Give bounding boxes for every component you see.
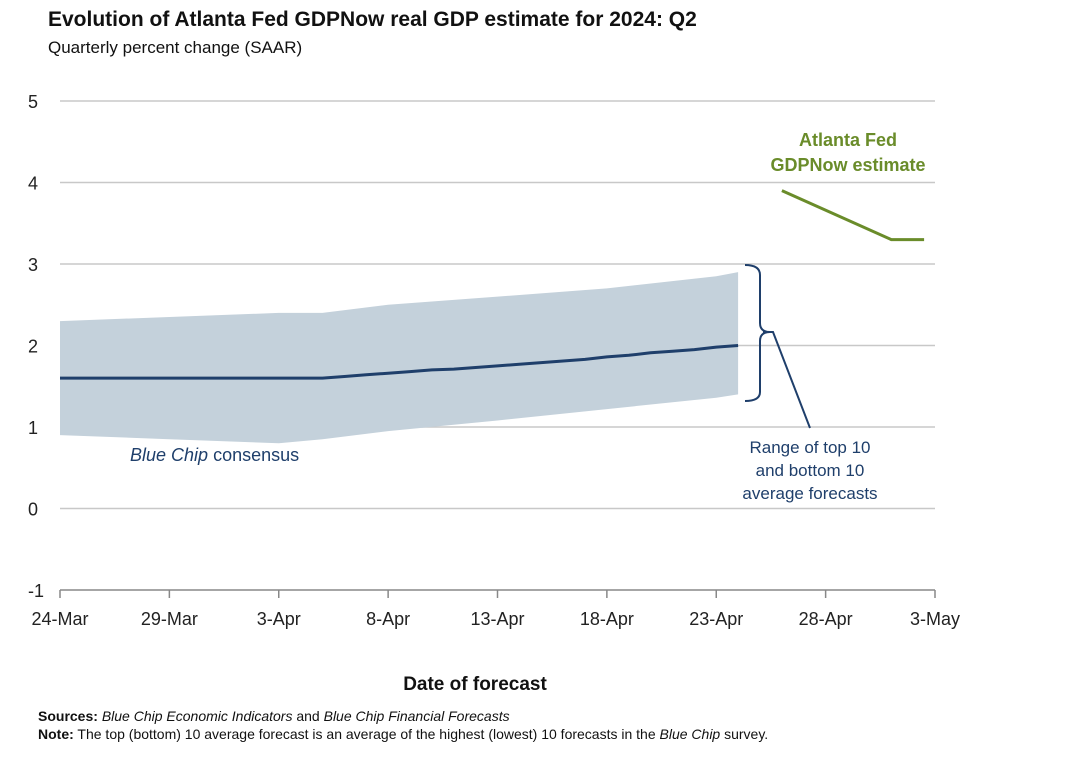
y-tick-label: 5 [28, 92, 38, 112]
consensus-label: Blue Chip consensus [130, 445, 299, 465]
gdpnow-estimate-line [781, 189, 925, 242]
gdp-chart: 5 4 3 2 1 0 -1 24-Mar 29-Mar 3-Apr 8-Apr 13-Apr 18-A… [28, 92, 960, 629]
x-tick-label: 8-Apr [366, 609, 410, 629]
x-tick-label: 23-Apr [689, 609, 743, 629]
x-tick-label: 13-Apr [470, 609, 524, 629]
x-tick-label: 3-Apr [257, 609, 301, 629]
sources-text-2: and [292, 708, 324, 724]
x-tick-label: 28-Apr [799, 609, 853, 629]
sources-line: Sources: Blue Chip Economic Indicators a… [38, 707, 1038, 725]
sources-label: Sources: [38, 708, 98, 724]
note-text-1: The top (bottom) 10 average forecast is … [73, 726, 660, 742]
note-line: Note: The top (bottom) 10 average foreca… [38, 725, 1038, 743]
y-tick-label: 2 [28, 337, 38, 357]
forecast-range-band [60, 272, 739, 444]
note-text-3: survey. [720, 726, 769, 742]
sources-text-1: Blue Chip Economic Indicators [101, 708, 293, 724]
blue-chip-consensus-line [60, 344, 739, 380]
y-tick-label: 3 [28, 255, 38, 275]
consensus-label-rest: consensus [213, 445, 299, 465]
note-text-2: Blue Chip [659, 726, 721, 742]
consensus-label-italic: Blue Chip [130, 445, 208, 465]
range-label-line2: and bottom 10 [756, 461, 865, 480]
range-label-line3: average forecasts [742, 484, 877, 503]
note-label: Note: [38, 726, 74, 742]
forecast-range-band-group [60, 272, 739, 444]
chart-subtitle: Quarterly percent change (SAAR) [48, 38, 303, 57]
y-tick-label: 1 [28, 418, 38, 438]
y-tick-label: -1 [28, 581, 44, 601]
annotations: Atlanta Fed GDPNow estimate Blue Chip co… [130, 130, 926, 503]
sources-text-3: Blue Chip Financial Forecasts [323, 708, 510, 724]
axes: 5 4 3 2 1 0 -1 24-Mar 29-Mar 3-Apr 8-Apr 13-Apr 18-A… [28, 92, 960, 629]
y-tick-label: 0 [28, 500, 38, 520]
footnotes: Sources: Blue Chip Economic Indicators a… [38, 707, 1038, 743]
series-lines [60, 189, 925, 380]
gdpnow-label-line1: Atlanta Fed [799, 130, 897, 150]
y-tick-label: 4 [28, 174, 38, 194]
x-tick-label: 24-Mar [31, 609, 88, 629]
x-tick-label: 3-May [910, 609, 960, 629]
gdpnow-label-line2: GDPNow estimate [770, 155, 925, 175]
x-axis-title: Date of forecast [403, 674, 547, 695]
range-leader-line [763, 331, 811, 429]
x-tick-label: 18-Apr [580, 609, 634, 629]
x-tick-label: 29-Mar [141, 609, 198, 629]
chart-title: Evolution of Atlanta Fed GDPNow real GDP… [48, 8, 697, 31]
range-label-line1: Range of top 10 [750, 438, 871, 457]
